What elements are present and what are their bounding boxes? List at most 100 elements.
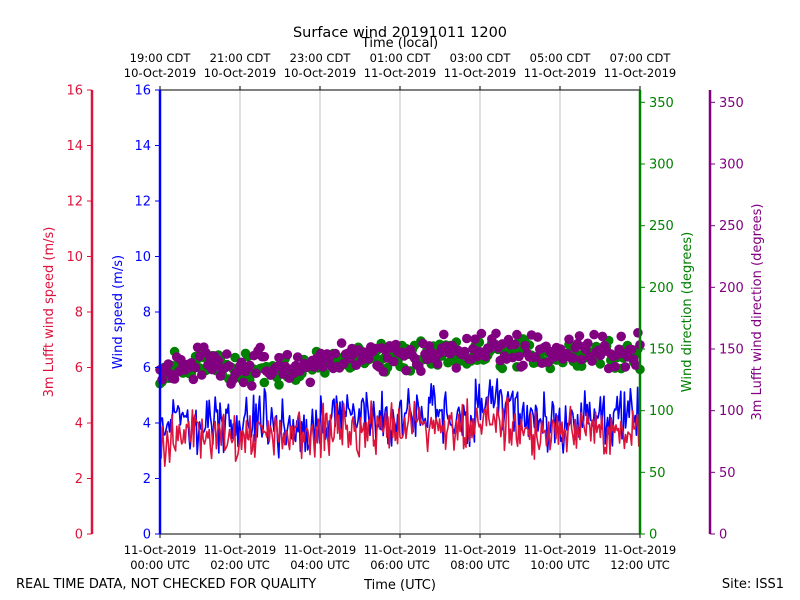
x-tick-label: 02:00 UTC bbox=[210, 558, 270, 572]
3m-lufft-wind-direction-point bbox=[251, 368, 261, 379]
x-tick-label: 11-Oct-2019 bbox=[284, 543, 356, 557]
3m-lufft-wind-direction-point bbox=[470, 334, 480, 345]
y-tick-label: 50 bbox=[649, 466, 666, 481]
3m-lufft-wind-direction-point bbox=[462, 333, 472, 344]
3m-lufft-wind-direction-point bbox=[255, 342, 265, 353]
3m-lufft-wind-direction-point bbox=[587, 356, 597, 366]
y-tick-label: 10 bbox=[134, 250, 151, 265]
3m-lufft-wind-direction-point bbox=[597, 331, 608, 342]
wind-direction-point bbox=[576, 361, 587, 372]
3m-lufft-wind-direction-point bbox=[589, 329, 599, 340]
y-tick-label: 350 bbox=[649, 96, 674, 111]
x-axis-label: Time (UTC) bbox=[363, 578, 436, 593]
3m-lufft-wind-direction-point bbox=[514, 351, 524, 362]
y-tick-label: 0 bbox=[143, 528, 151, 543]
3m-lufft-wind-direction-point bbox=[574, 331, 585, 341]
3m-lufft-wind-direction-point bbox=[336, 338, 347, 348]
top-tick-label: 01:00 CDT bbox=[370, 51, 432, 65]
top-tick-label: 11-Oct-2019 bbox=[524, 66, 596, 80]
3m-lufft-wind-direction-point bbox=[244, 360, 255, 371]
3m-lufft-wind-direction-point bbox=[188, 374, 199, 385]
3m-lufft-wind-direction-point bbox=[190, 362, 201, 373]
y-tick-label: 16 bbox=[66, 84, 83, 99]
3m-lufft-wind-direction-point bbox=[631, 360, 641, 371]
3m-lufft-wind-direction-point bbox=[439, 329, 449, 340]
top-tick-label: 11-Oct-2019 bbox=[444, 66, 516, 80]
y-tick-label: 150 bbox=[649, 343, 674, 358]
3m-lufft-wind-direction-point bbox=[620, 362, 631, 372]
x-tick-label: 10:00 UTC bbox=[530, 558, 590, 572]
3m-lufft-wind-direction-point bbox=[626, 344, 637, 355]
3m-lufft-wind-direction-point bbox=[388, 356, 399, 367]
3m-lufft-wind-direction-point bbox=[633, 328, 643, 338]
wind-speed-axis-label: Wind speed (m/s) bbox=[111, 255, 126, 369]
top-axis-label: Time (local) bbox=[361, 36, 438, 51]
x-tick-label: 11-Oct-2019 bbox=[204, 543, 276, 557]
top-tick-label: 21:00 CDT bbox=[210, 51, 272, 65]
top-tick-label: 11-Oct-2019 bbox=[604, 66, 676, 80]
y-tick-label: 8 bbox=[143, 306, 151, 321]
y-tick-label: 10 bbox=[66, 250, 83, 265]
3m-lufft-wind-direction-point bbox=[318, 362, 328, 372]
y-tick-label: 200 bbox=[719, 281, 744, 296]
3m-lufft-wind-direction-point bbox=[163, 359, 174, 369]
x-tick-label: 04:00 UTC bbox=[290, 558, 350, 572]
x-tick-label: 11-Oct-2019 bbox=[524, 543, 596, 557]
top-tick-label: 10-Oct-2019 bbox=[204, 66, 276, 80]
3m-lufft-wind-direction-point bbox=[157, 374, 167, 385]
top-tick-label: 11-Oct-2019 bbox=[364, 66, 436, 80]
3m-lufft-wind-direction-point bbox=[476, 328, 487, 339]
x-tick-label: 11-Oct-2019 bbox=[604, 543, 676, 557]
x-tick-label: 11-Oct-2019 bbox=[444, 543, 516, 557]
y-tick-label: 0 bbox=[649, 528, 657, 543]
y-tick-label: 12 bbox=[134, 195, 151, 210]
3m-lufft-wind-direction-point bbox=[512, 329, 522, 340]
3m-lufft-wind-direction-point bbox=[532, 332, 543, 342]
y-tick-label: 0 bbox=[75, 528, 83, 543]
wind-dir-axis-label: Wind direction (degrees) bbox=[680, 232, 695, 392]
x-tick-label: 12:00 UTC bbox=[610, 558, 670, 572]
series-layer bbox=[155, 328, 645, 467]
y-tick-label: 300 bbox=[719, 158, 744, 173]
3m-lufft-wind-direction-point bbox=[274, 352, 284, 363]
y-tick-label: 6 bbox=[143, 361, 151, 376]
top-tick-label: 10-Oct-2019 bbox=[284, 66, 356, 80]
3m-lufft-wind-direction-point bbox=[282, 349, 293, 360]
y-tick-label: 350 bbox=[719, 96, 744, 111]
wind-direction-point bbox=[595, 359, 606, 369]
3m-lufft-wind-direction-point bbox=[238, 377, 249, 388]
3m-lufft-wind-direction-point bbox=[616, 331, 626, 342]
3m-lufft-wind-direction-point bbox=[247, 381, 257, 391]
y-tick-label: 100 bbox=[649, 404, 674, 419]
wind-direction-point bbox=[259, 377, 270, 388]
y-tick-label: 12 bbox=[66, 195, 83, 210]
y-tick-label: 2 bbox=[75, 472, 83, 487]
y-tick-label: 250 bbox=[719, 219, 744, 234]
3m-lufft-wind-direction-point bbox=[610, 361, 620, 372]
top-tick-label: 05:00 CDT bbox=[530, 51, 592, 65]
3m-lufft-wind-direction-point bbox=[309, 362, 320, 372]
y-tick-label: 200 bbox=[649, 281, 674, 296]
3m-lufft-wind-direction-point bbox=[391, 339, 401, 350]
3m-lufft-wind-direction-point bbox=[491, 328, 501, 339]
3m-lufft-wind-direction-point bbox=[292, 352, 303, 362]
top-tick-label: 03:00 CDT bbox=[450, 51, 512, 65]
wind-direction-point bbox=[497, 363, 508, 374]
chart-title: Surface wind 20191011 1200 bbox=[293, 25, 507, 41]
x-tick-label: 11-Oct-2019 bbox=[364, 543, 436, 557]
top-tick-label: 23:00 CDT bbox=[290, 51, 352, 65]
top-tick-label: 10-Oct-2019 bbox=[124, 66, 196, 80]
grid-layer bbox=[239, 90, 561, 534]
3m-lufft-wind-direction-point bbox=[530, 352, 541, 362]
3m-lufft-wind-direction-point bbox=[224, 361, 234, 371]
top-tick-label: 19:00 CDT bbox=[130, 51, 192, 65]
y-tick-label: 150 bbox=[719, 343, 744, 358]
y-tick-label: 250 bbox=[649, 219, 674, 234]
3m-lufft-wind-direction-point bbox=[480, 351, 491, 362]
3m-lufft-wind-speed-line bbox=[159, 395, 641, 467]
3m-lufft-wind-direction-point bbox=[520, 340, 530, 351]
3m-lufft-wind-direction-point bbox=[564, 334, 574, 345]
y-tick-label: 2 bbox=[143, 472, 151, 487]
